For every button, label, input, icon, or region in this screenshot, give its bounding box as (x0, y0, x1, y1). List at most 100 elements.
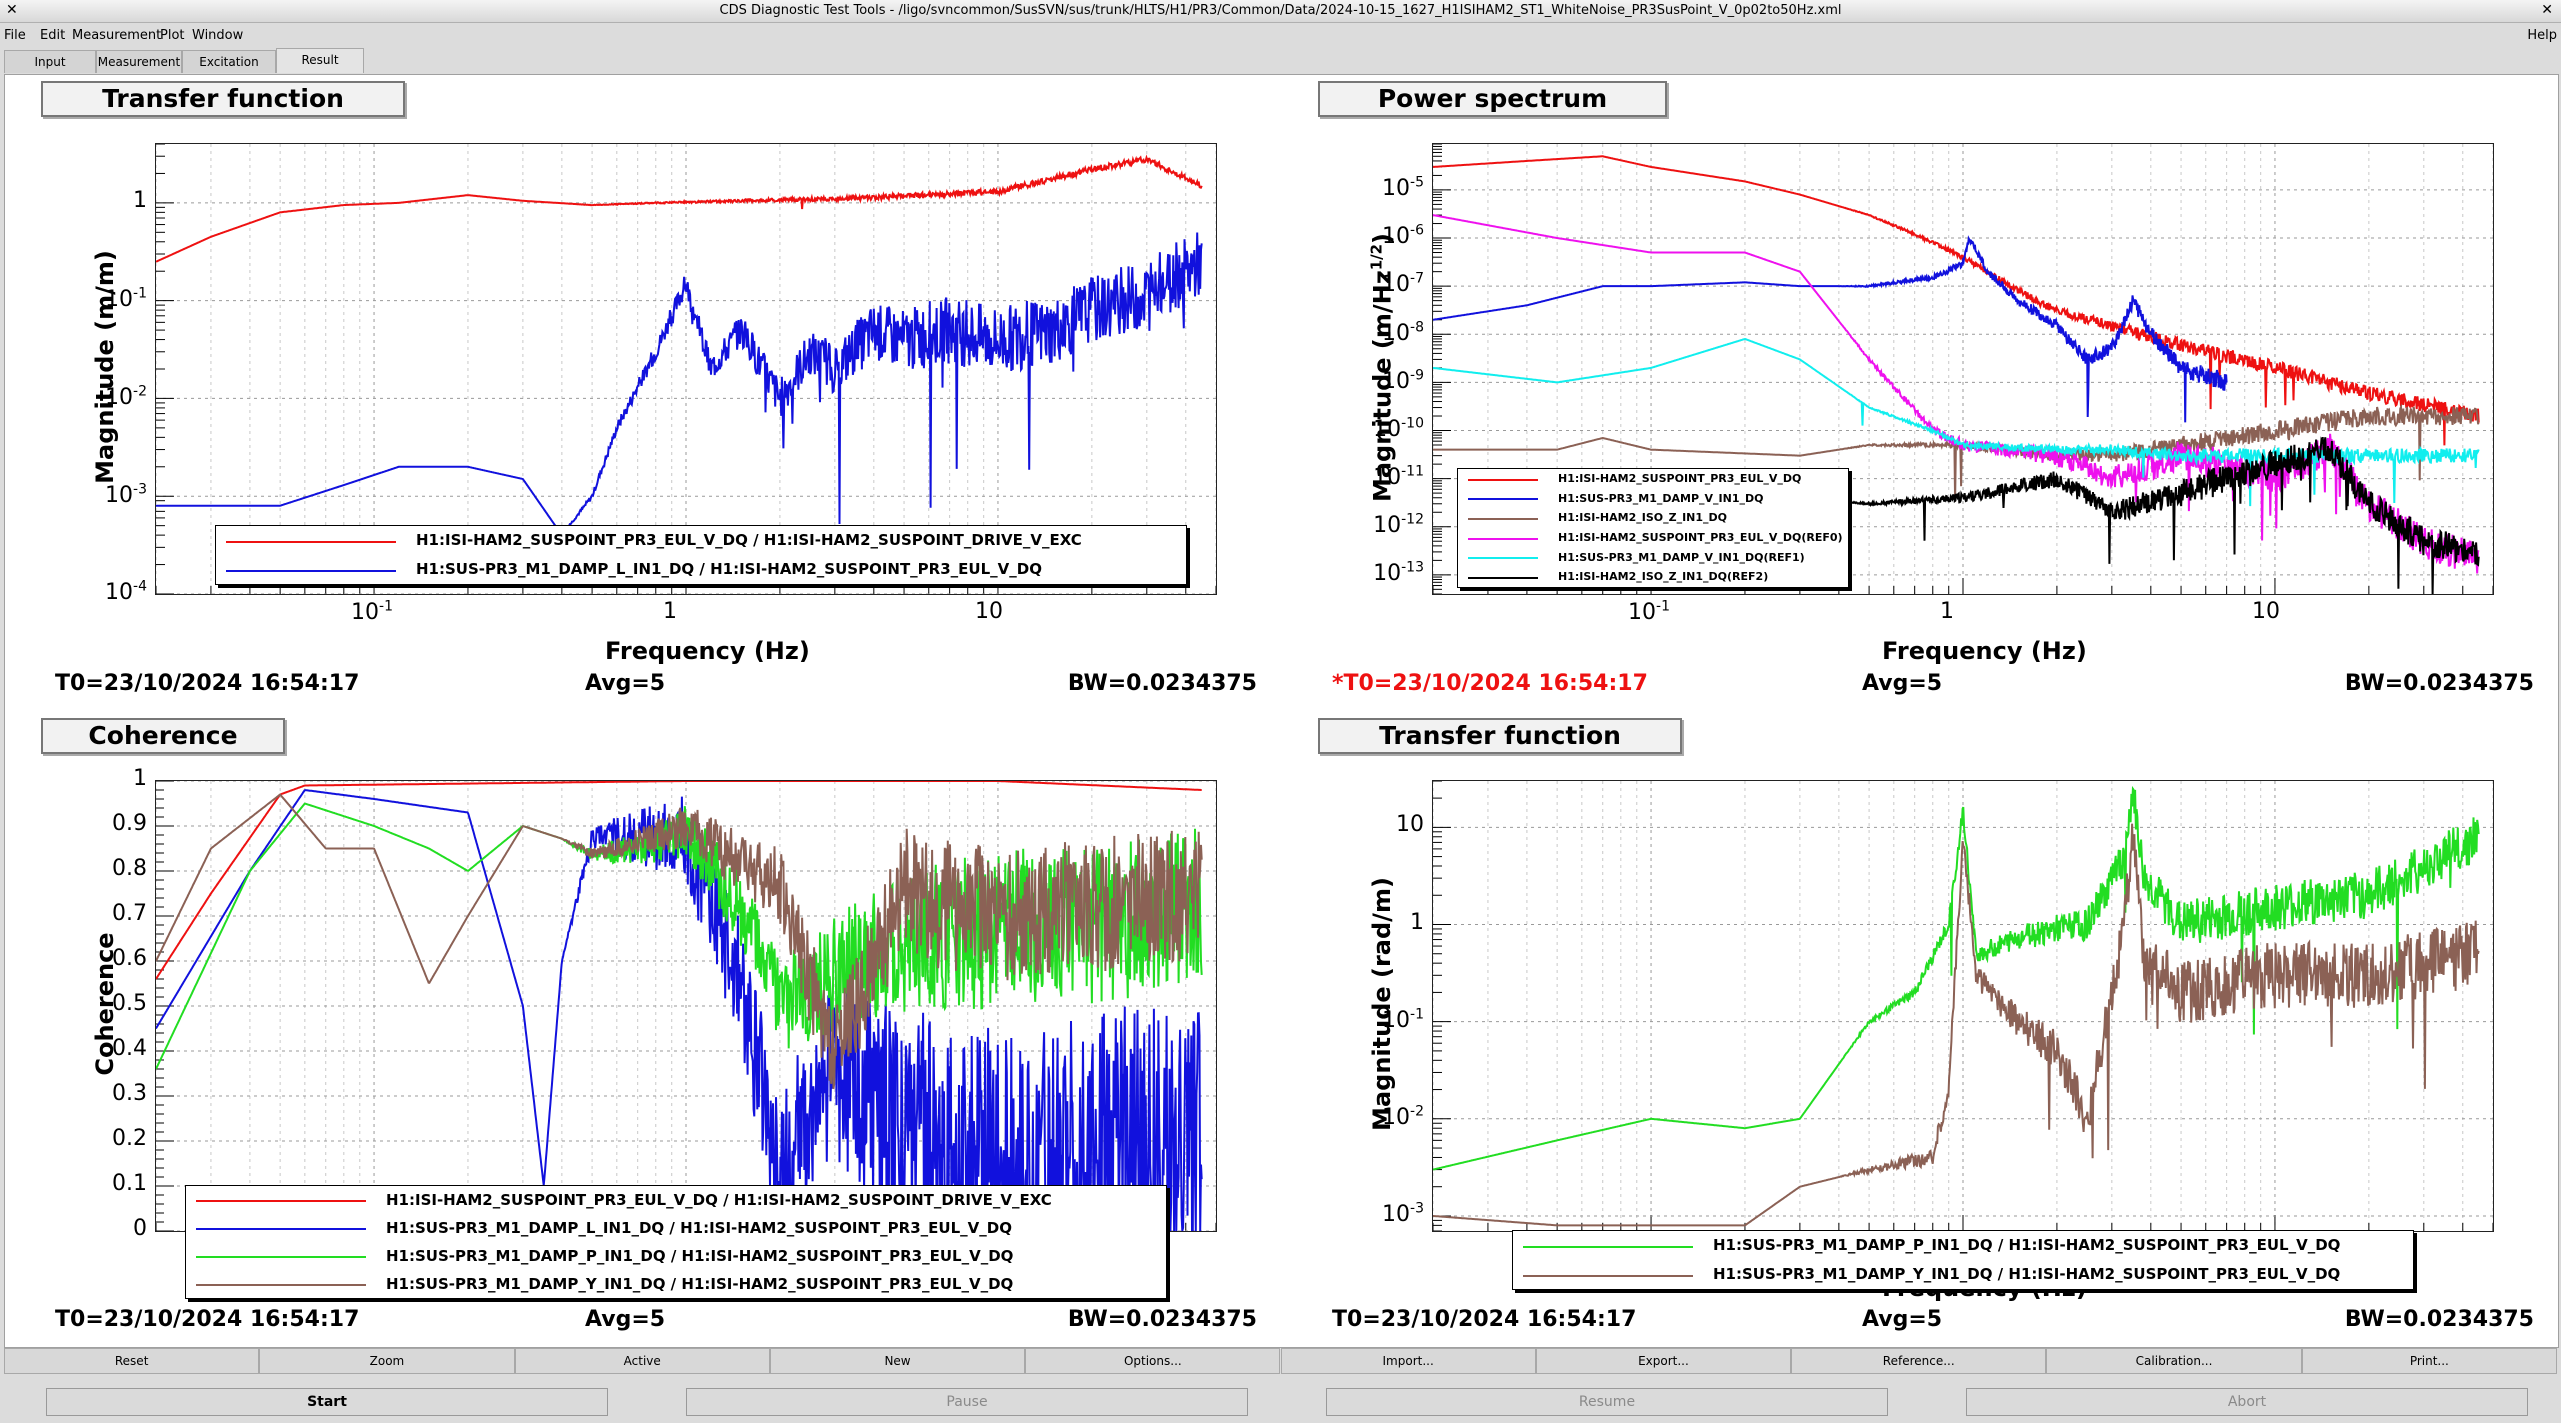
series-line-2 (156, 232, 1203, 536)
tab-result[interactable]: Result (276, 48, 364, 73)
legend-entry: H1:ISI-HAM2_ISO_Z_IN1_DQ(REF2) (1458, 567, 1848, 587)
y-tick-text: 10 (1396, 812, 1424, 838)
measurement-controls: Start Pause Resume Abort (4, 1388, 2557, 1418)
y-tick-label: 10-13 (1373, 560, 1424, 586)
title-bar: CDS Diagnostic Test Tools - /ligo/svncom… (0, 0, 2561, 23)
plot-canvas (1433, 144, 2493, 594)
legend-entry: H1:ISI-HAM2_SUSPOINT_PR3_EUL_V_DQ / H1:I… (186, 1186, 1166, 1214)
reference-button[interactable]: Reference... (1791, 1348, 2047, 1374)
y-tick-label: 0.6 (112, 946, 147, 971)
x-tick-text: 10-1 (351, 599, 393, 626)
legend[interactable]: H1:ISI-HAM2_SUSPOINT_PR3_EUL_V_DQ / H1:I… (215, 525, 1187, 585)
menu-file[interactable]: File (4, 28, 26, 43)
legend-entry: H1:SUS-PR3_M1_DAMP_V_IN1_DQ(REF1) (1458, 548, 1848, 568)
new-button[interactable]: New (769, 1348, 1026, 1374)
x-tick-text: 10 (974, 599, 1003, 624)
close-icon[interactable]: ✕ (2541, 2, 2553, 18)
x-tick-text: 1 (1940, 599, 1954, 624)
panel-title[interactable]: Transfer function (41, 81, 405, 117)
bw-label: BW=0.0234375 (1067, 1307, 1257, 1332)
plot-area[interactable] (1432, 780, 2494, 1232)
legend[interactable]: H1:ISI-HAM2_SUSPOINT_PR3_EUL_V_DQ H1:SUS-… (1457, 468, 1849, 588)
series-line-4 (156, 793, 1203, 1090)
y-tick-label: 10-1 (105, 286, 147, 312)
legend-label: H1:ISI-HAM2_SUSPOINT_PR3_EUL_V_DQ / H1:I… (416, 531, 1082, 549)
pause-button[interactable]: Pause (686, 1388, 1248, 1416)
legend[interactable]: H1:ISI-HAM2_SUSPOINT_PR3_EUL_V_DQ / H1:I… (185, 1185, 1167, 1299)
legend-swatch (1523, 1245, 1693, 1248)
y-tick-label: 10-10 (1373, 416, 1424, 442)
plot-canvas (156, 144, 1216, 594)
legend-swatch (1468, 577, 1538, 580)
reset-button[interactable]: Reset (4, 1348, 260, 1374)
legend-entry: H1:ISI-HAM2_ISO_Z_IN1_DQ (1458, 508, 1848, 528)
tab-excitation[interactable]: Excitation (182, 50, 276, 73)
y-tick-label: 10-8 (1382, 319, 1424, 345)
window-menu-icon[interactable]: ✕ (6, 2, 18, 18)
x-tick-label: 10 (975, 599, 1003, 624)
window-title: CDS Diagnostic Test Tools - /ligo/svncom… (719, 3, 1842, 18)
series-line-1 (1433, 155, 2480, 446)
panel-title[interactable]: Coherence (41, 718, 285, 754)
y-tick-label: 0.9 (112, 811, 147, 836)
y-tick-label: 10 (1396, 812, 1424, 837)
x-tick-label: 10-1 (351, 599, 393, 625)
menu-edit[interactable]: Edit (40, 28, 66, 43)
legend-label: H1:SUS-PR3_M1_DAMP_P_IN1_DQ / H1:ISI-HAM… (386, 1247, 1014, 1265)
avg-label: Avg=5 (1862, 1307, 1943, 1332)
plot-panel-3: Coherence10.90.80.70.60.50.40.30.20.1010… (5, 712, 1281, 1347)
y-axis-label: Magnitude (m/m) (91, 250, 119, 484)
menu-measurement[interactable]: Measurement (72, 28, 162, 43)
menu-help[interactable]: Help (2527, 28, 2557, 43)
legend-entry: H1:SUS-PR3_M1_DAMP_L_IN1_DQ / H1:ISI-HAM… (216, 555, 1186, 584)
plot-panel-1: Transfer function 1 10-1 10-2 10-3 10-4 10-1 1 1… (5, 75, 1281, 711)
y-tick-label: 10-3 (1382, 1201, 1424, 1227)
y-tick-text: 0.9 (112, 811, 147, 836)
options-button[interactable]: Options... (1025, 1348, 1281, 1374)
t0-label: *T0=23/10/2024 16:54:17 (1332, 671, 1648, 696)
tab-measurement[interactable]: Measurement (96, 50, 182, 73)
legend-swatch (196, 1284, 366, 1286)
active-button[interactable]: Active (514, 1348, 770, 1374)
calibration-button[interactable]: Calibration... (2046, 1348, 2302, 1374)
y-tick-text: 10-6 (1382, 223, 1424, 250)
legend[interactable]: H1:SUS-PR3_M1_DAMP_P_IN1_DQ / H1:ISI-HAM… (1512, 1230, 2414, 1290)
panel-title[interactable]: Power spectrum (1318, 81, 1667, 117)
legend-entry: H1:ISI-HAM2_SUSPOINT_PR3_EUL_V_DQ(REF0) (1458, 528, 1848, 548)
tab-input[interactable]: Input (4, 50, 96, 73)
print-button[interactable]: Print... (2301, 1348, 2557, 1374)
legend-swatch (1523, 1274, 1693, 1277)
legend-swatch (1468, 557, 1538, 560)
zoom-button[interactable]: Zoom (259, 1348, 515, 1374)
y-tick-text: 0.2 (112, 1126, 147, 1151)
legend-swatch (196, 1228, 366, 1230)
avg-label: Avg=5 (585, 671, 666, 696)
result-area: Transfer function 1 10-1 10-2 10-3 10-4 10-1 1 1… (4, 74, 2559, 1348)
resume-button[interactable]: Resume (1326, 1388, 1888, 1416)
plot-canvas (156, 781, 1216, 1231)
y-tick-text: 0.8 (112, 856, 147, 881)
plot-area[interactable] (155, 780, 1217, 1232)
panel-title[interactable]: Transfer function (1318, 718, 1682, 754)
import-button[interactable]: Import... (1280, 1348, 1536, 1374)
x-tick-text: 1 (663, 599, 677, 624)
x-tick-label: 10-1 (1628, 599, 1670, 625)
menu-bar: File Edit Measurement Plot Window Help (0, 23, 2561, 47)
y-tick-label: 0.4 (112, 1036, 147, 1061)
y-tick-label: 10-3 (105, 481, 147, 507)
abort-button[interactable]: Abort (1966, 1388, 2528, 1416)
legend-label: H1:SUS-PR3_M1_DAMP_Y_IN1_DQ / H1:ISI-HAM… (386, 1275, 1014, 1293)
series-line-5 (1433, 337, 2480, 507)
y-tick-label: 1 (133, 766, 147, 791)
series-line-2 (1433, 823, 2480, 1227)
plot-area[interactable] (155, 143, 1217, 595)
menu-window[interactable]: Window (192, 28, 244, 43)
export-button[interactable]: Export... (1535, 1348, 1792, 1374)
legend-swatch (1468, 478, 1538, 481)
legend-swatch (1468, 537, 1538, 540)
legend-swatch (196, 1256, 366, 1258)
x-tick-text: 10 (2251, 599, 2280, 624)
legend-label: H1:SUS-PR3_M1_DAMP_Y_IN1_DQ / H1:ISI-HAM… (1713, 1265, 2341, 1283)
menu-plot[interactable]: Plot (160, 28, 185, 43)
start-button[interactable]: Start (46, 1388, 608, 1416)
